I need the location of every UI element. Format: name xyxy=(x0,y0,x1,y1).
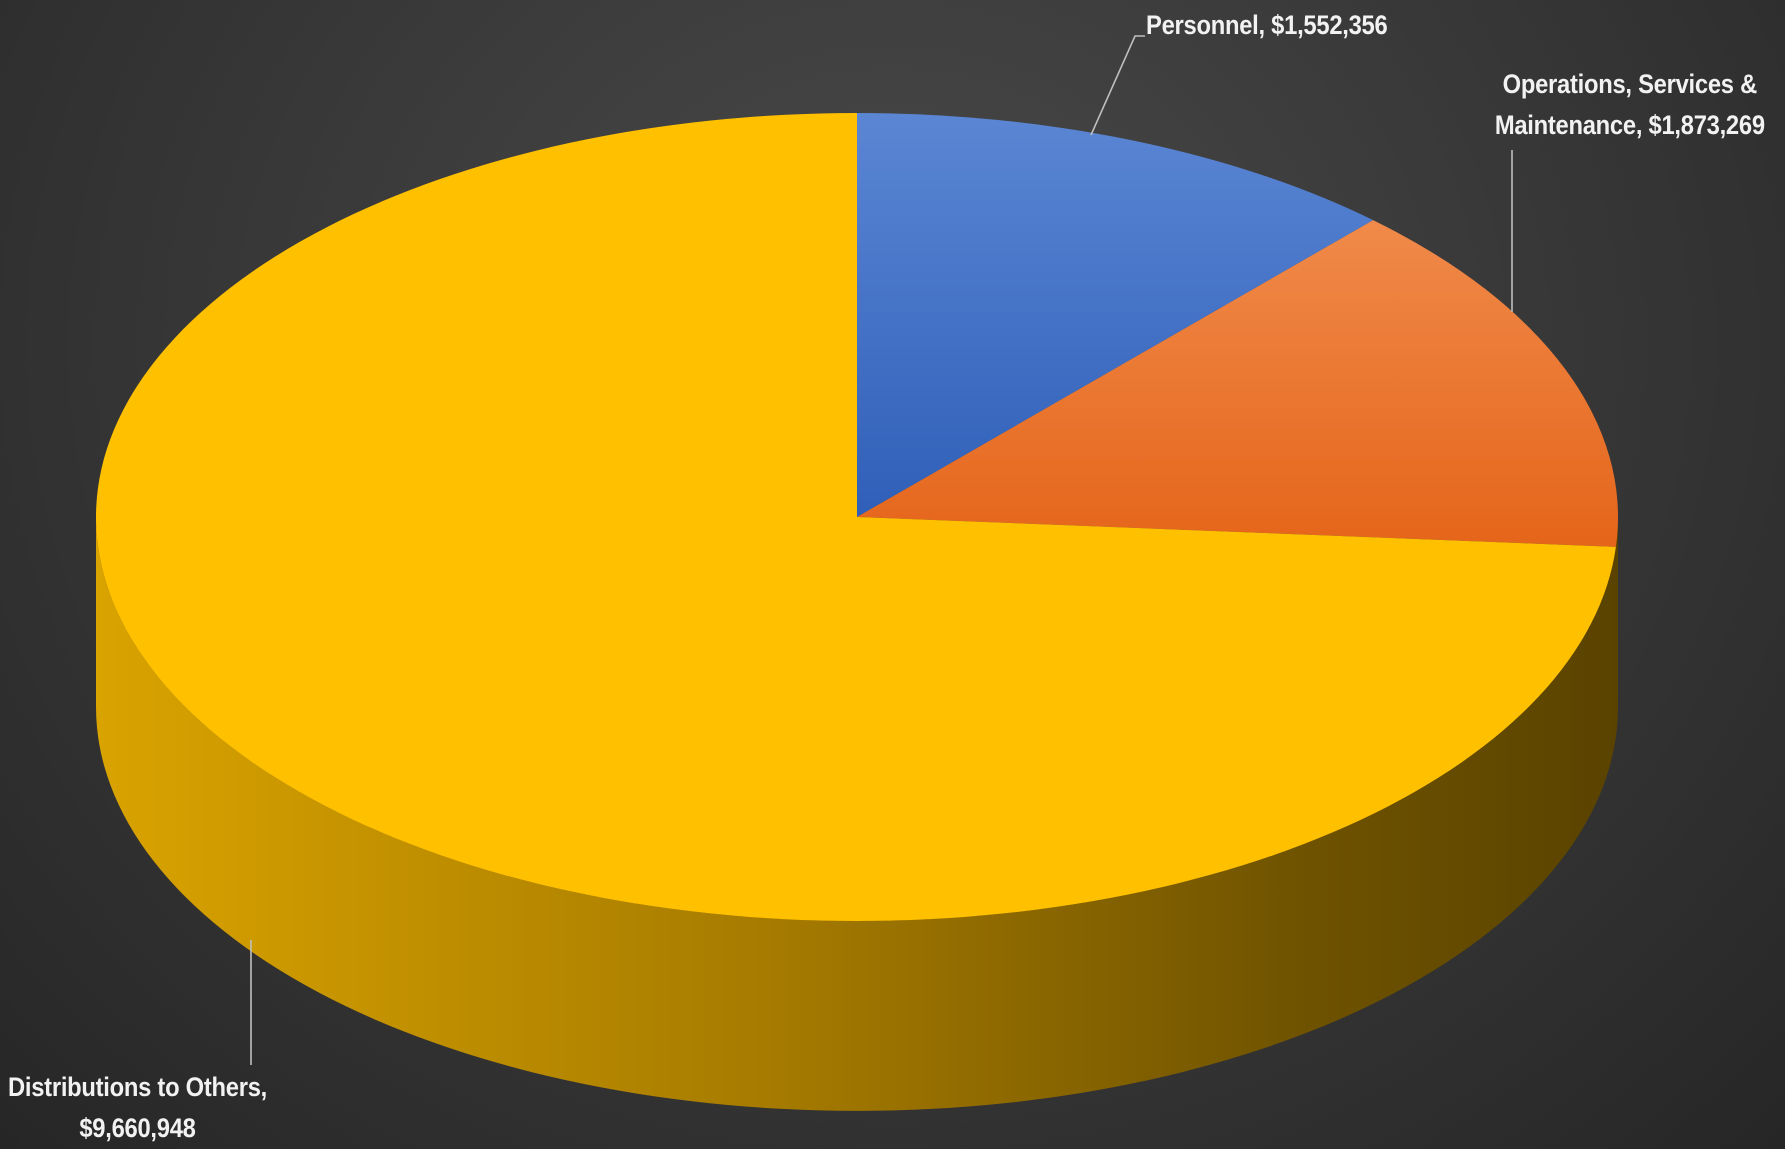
data-label-distributions-line2: $9,660,948 xyxy=(79,1113,196,1143)
pie-side-distributions xyxy=(96,517,1618,1111)
data-label-personnel-text: Personnel, $1,552,356 xyxy=(1146,10,1388,40)
pie-top-face xyxy=(95,113,1618,921)
data-label-operations-line2: Maintenance, $1,873,269 xyxy=(1494,110,1765,140)
leader-line-personnel xyxy=(1090,35,1145,136)
data-label-operations: Operations, Services & Maintenance, $1,8… xyxy=(1495,64,1765,146)
data-label-personnel: Personnel, $1,552,356 xyxy=(1146,5,1388,46)
pie-slice-distributions xyxy=(95,113,1616,921)
pie-slice-operations xyxy=(857,220,1618,547)
pie-slice-personnel xyxy=(857,113,1374,517)
data-label-distributions-line1: Distributions to Others, xyxy=(8,1072,267,1102)
pie-side-wall xyxy=(96,517,1618,1111)
data-label-distributions: Distributions to Others, $9,660,948 xyxy=(8,1067,267,1149)
leader-lines xyxy=(250,35,1513,1065)
data-label-operations-line1: Operations, Services & xyxy=(1502,69,1758,99)
